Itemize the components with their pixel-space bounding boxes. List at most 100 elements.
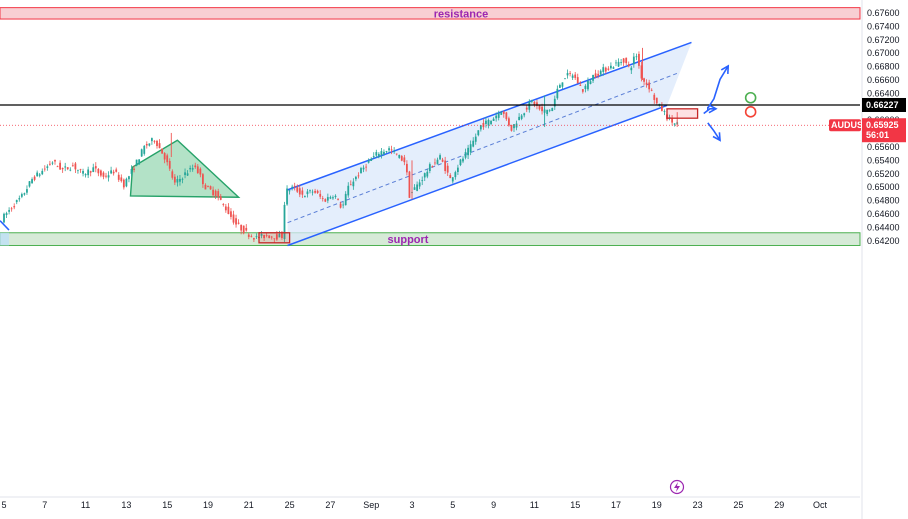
- candle-body: [179, 178, 181, 182]
- candle-body: [202, 174, 204, 185]
- candle-body: [357, 175, 360, 177]
- arrow-down[interactable]: [707, 122, 721, 142]
- x-tick-label: 17: [611, 500, 621, 510]
- candle: [120, 174, 123, 183]
- candle: [587, 77, 589, 92]
- candle-body: [365, 166, 367, 168]
- candle-body: [530, 100, 533, 102]
- candle-body: [242, 225, 245, 234]
- candle: [418, 179, 421, 190]
- candle-body: [454, 172, 457, 178]
- candle-body: [561, 82, 564, 87]
- support-zone[interactable]: [0, 232, 861, 246]
- candle-body: [574, 74, 577, 78]
- resistance-zone[interactable]: [0, 7, 861, 20]
- candle-body: [487, 120, 490, 126]
- candle-body: [64, 166, 67, 168]
- green-circle-marker[interactable]: [744, 91, 757, 104]
- candle: [326, 193, 329, 204]
- candle-body: [564, 78, 566, 80]
- candle: [604, 66, 607, 74]
- x-tick-label: 29: [774, 500, 784, 510]
- candle-body: [316, 190, 319, 193]
- candle-body: [615, 62, 617, 64]
- candle-body: [533, 101, 536, 106]
- candle-body: [622, 58, 625, 63]
- arrow-up-shaft: [706, 65, 729, 111]
- candle-body: [403, 157, 406, 163]
- candle: [421, 176, 424, 186]
- candle-body: [255, 236, 258, 238]
- candle: [196, 164, 199, 174]
- candle-body: [416, 184, 418, 191]
- support-box[interactable]: [258, 232, 291, 244]
- candle-body: [383, 151, 385, 155]
- x-tick-label: 5: [450, 500, 455, 510]
- candle-body: [309, 190, 311, 192]
- candle: [286, 185, 288, 206]
- candle-body: [428, 164, 431, 172]
- candle: [599, 69, 602, 77]
- candle-body: [342, 204, 345, 206]
- candle: [5, 211, 8, 218]
- candle: [54, 159, 56, 165]
- candle-body: [497, 113, 500, 118]
- candle-body: [189, 167, 192, 170]
- arrow-up[interactable]: [706, 64, 730, 111]
- arrow-right[interactable]: [703, 104, 718, 115]
- candle-body: [199, 168, 202, 175]
- lightning-icon[interactable]: [669, 479, 685, 495]
- channel-upper-line[interactable]: [287, 41, 692, 191]
- current-box[interactable]: [666, 108, 699, 119]
- candle-body: [485, 120, 487, 124]
- candle: [105, 172, 107, 179]
- candle: [20, 192, 23, 199]
- candle: [82, 168, 84, 177]
- candle: [3, 212, 5, 224]
- candle: [87, 166, 90, 179]
- candle: [69, 167, 72, 172]
- candle: [385, 150, 388, 154]
- y-tick-label: 0.65600: [867, 142, 900, 152]
- candle: [171, 169, 174, 180]
- candle: [166, 153, 169, 166]
- candle-body: [339, 203, 342, 208]
- candle: [265, 233, 268, 238]
- candle-body: [423, 173, 426, 178]
- candle-body: [337, 199, 339, 200]
- candle: [140, 148, 143, 157]
- y-tick-label: 0.65400: [867, 155, 900, 165]
- candle-body: [385, 151, 388, 152]
- candle: [653, 92, 656, 104]
- candle-body: [559, 84, 561, 88]
- candle: [479, 125, 482, 132]
- channel-lower-line[interactable]: [287, 104, 668, 247]
- candle-body: [283, 204, 286, 240]
- candle-body: [377, 153, 380, 157]
- candle-body: [464, 152, 467, 158]
- candle: [673, 123, 676, 127]
- candle-body: [355, 176, 357, 180]
- candle-body: [43, 168, 46, 170]
- candle-body: [536, 102, 538, 106]
- candle-body: [273, 238, 276, 240]
- candle-body: [163, 153, 166, 160]
- x-tick-label: 19: [652, 500, 662, 510]
- candle: [439, 153, 441, 161]
- candle-body: [581, 89, 584, 92]
- candle: [173, 174, 176, 186]
- candle-body: [508, 118, 510, 126]
- candle-body: [281, 233, 283, 238]
- red-circle-marker[interactable]: [744, 106, 757, 118]
- candle: [102, 171, 105, 180]
- candle: [441, 157, 444, 163]
- candle: [319, 190, 322, 200]
- candle: [360, 166, 362, 174]
- candle: [444, 156, 447, 174]
- level-tag-label: 0.66227: [866, 100, 899, 110]
- x-tick-label: 3: [409, 500, 414, 510]
- arrow-down-head: [712, 132, 721, 142]
- candle-body: [102, 172, 105, 177]
- candle-body: [176, 179, 179, 183]
